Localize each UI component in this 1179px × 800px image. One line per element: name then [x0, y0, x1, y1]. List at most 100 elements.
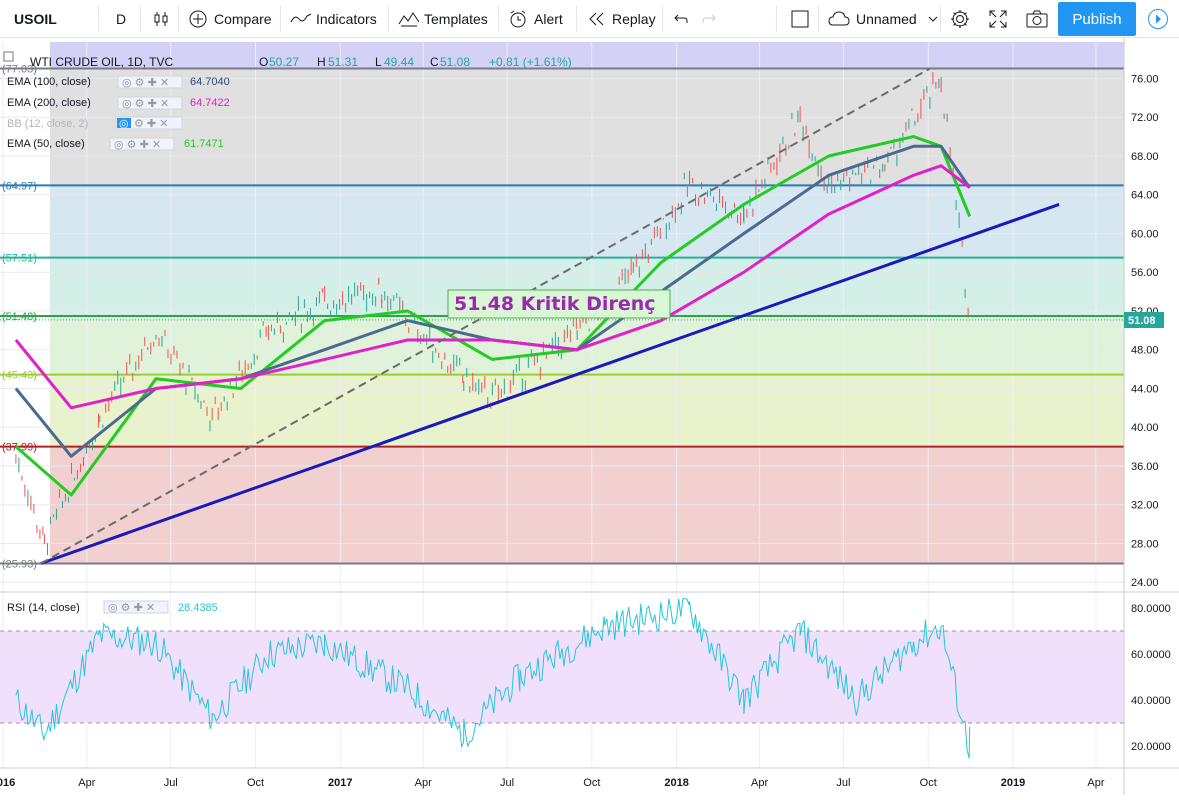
trend-line[interactable]: [40, 202, 1060, 565]
price-axis-label: 32.00: [1131, 500, 1159, 512]
interval-label: D: [116, 11, 127, 27]
svg-text:◎ ⚙ ✚ ✕: ◎ ⚙ ✚ ✕: [122, 77, 169, 89]
time-axis-label: Apr: [751, 777, 768, 789]
legend-header: WTI CRUDE OIL, 1D, TVC O 50.27 H 51.31 L…: [30, 55, 572, 69]
separator: [776, 6, 777, 32]
publish-menu-button[interactable]: [1139, 2, 1177, 36]
legend-low-value: 49.44: [384, 55, 414, 69]
symbol-label: USOIL: [14, 11, 57, 27]
fib-level-label: (77.03): [2, 64, 37, 76]
time-axis-label: 2019: [1001, 777, 1025, 789]
fib-zone: [50, 68, 1124, 186]
top-toolbar: USOIL D Compare Indicators Templates Ale…: [0, 0, 1179, 38]
layout-name-label: Unnamed: [856, 11, 917, 27]
alarm-clock-icon: [510, 10, 526, 28]
annotation-critical-resistance[interactable]: 51.48 Kritik Direnç: [447, 289, 671, 319]
time-axis-label: Apr: [78, 777, 95, 789]
templates-icon: [398, 12, 420, 27]
indicator-label: EMA (200, close): [7, 97, 91, 109]
price-axis-label: 56.00: [1131, 267, 1159, 279]
separator: [98, 6, 99, 32]
compare-label: Compare: [214, 11, 272, 27]
replay-label: Replay: [612, 11, 656, 27]
svg-text:◎ ⚙ ✚ ✕: ◎ ⚙ ✚ ✕: [108, 602, 155, 614]
svg-text:◎: ◎: [119, 118, 129, 130]
indicator-value: 61.7471: [184, 138, 224, 150]
publish-label: Publish: [1072, 10, 1122, 28]
plus-circle-icon: [189, 10, 207, 28]
settings-button[interactable]: [949, 0, 971, 38]
interval-button[interactable]: D: [116, 0, 126, 38]
price-axis-label: 76.00: [1131, 73, 1159, 85]
templates-button[interactable]: Templates: [398, 0, 488, 38]
time-axis-label: Oct: [920, 777, 937, 789]
ema-line: [14, 164, 971, 410]
time-axis-label: Oct: [247, 777, 264, 789]
indicator-controls[interactable]: ◎ ⚙ ✚ ✕: [109, 137, 175, 151]
price-axis-label: 40.00: [1131, 422, 1159, 434]
legend-title: WTI CRUDE OIL, 1D, TVC: [30, 55, 173, 69]
indicator-row-ema100[interactable]: EMA (100, close) ◎ ⚙ ✚ ✕ 64.7040: [7, 75, 230, 89]
gear-icon: [951, 10, 969, 28]
indicators-button[interactable]: Indicators: [290, 0, 377, 38]
price-axis-label: 60.00: [1131, 228, 1159, 240]
separator: [940, 6, 941, 32]
indicator-label: BB (12, close, 2): [7, 118, 88, 130]
rsi-legend[interactable]: RSI (14, close) ◎ ⚙ ✚ ✕ 28.4385: [7, 600, 218, 614]
legend-collapse-box[interactable]: [3, 51, 14, 62]
separator: [388, 6, 389, 32]
symbol-search[interactable]: USOIL: [14, 0, 57, 38]
compare-button[interactable]: Compare: [188, 0, 272, 38]
rewind-icon: [589, 12, 604, 26]
indicator-row-ema50[interactable]: EMA (50, close) ◎ ⚙ ✚ ✕ 61.7471: [7, 137, 224, 151]
current-price-badge: 51.08: [1124, 312, 1164, 328]
svg-text:◎ ⚙ ✚ ✕: ◎ ⚙ ✚ ✕: [114, 139, 161, 151]
indicator-label: EMA (100, close): [7, 76, 91, 88]
fib-level-label: (25.93): [2, 559, 37, 571]
publish-button[interactable]: Publish: [1058, 2, 1136, 36]
fullscreen-button[interactable]: [988, 0, 1008, 38]
separator: [576, 6, 577, 32]
layout-name-button[interactable]: Unnamed: [828, 0, 939, 38]
chart-type-button[interactable]: [152, 0, 170, 38]
square-icon: [791, 10, 809, 28]
fullscreen-layout-button[interactable]: [790, 0, 810, 38]
expand-icon: [989, 10, 1007, 28]
rsi-axis-label: 20.0000: [1131, 741, 1171, 753]
annotation-text: 51.48 Kritik Direnç: [454, 293, 656, 315]
cloud-icon: [828, 11, 850, 26]
undo-icon: [674, 14, 688, 23]
alert-label: Alert: [534, 11, 563, 27]
indicator-value: 64.7040: [190, 76, 230, 88]
indicator-label: EMA (50, close): [7, 138, 85, 150]
rsi-axis-label: 80.0000: [1131, 603, 1171, 615]
indicators-icon: [290, 13, 312, 23]
replay-button[interactable]: Replay: [588, 0, 656, 38]
legend-low-label: L: [375, 55, 382, 69]
legend-change: +0.81 (+1.61%): [489, 55, 572, 69]
ema-line: [14, 135, 972, 497]
redo-button[interactable]: [701, 0, 717, 38]
rsi-band: [0, 631, 1124, 723]
chart-area[interactable]: (77.03) (64.97) (57.51) (51.48) (45.43) (37.9…: [0, 38, 1179, 795]
indicator-controls[interactable]: ◎ ⚙ ✚ ✕: [117, 75, 183, 89]
time-axis-label: Apr: [415, 777, 432, 789]
legend-open-value: 50.27: [269, 55, 299, 69]
rsi-value: 28.4385: [178, 602, 218, 614]
indicator-controls[interactable]: ◎ ⚙ ✚ ✕: [115, 116, 183, 130]
separator: [818, 6, 819, 32]
price-chart[interactable]: (77.03) (64.97) (57.51) (51.48) (45.43) (37.9…: [0, 38, 1179, 795]
time-axis-label: Jul: [164, 777, 178, 789]
templates-label: Templates: [424, 11, 488, 27]
indicator-controls[interactable]: ◎ ⚙ ✚ ✕: [103, 600, 169, 614]
indicator-controls[interactable]: ◎ ⚙ ✚ ✕: [117, 96, 183, 110]
snapshot-button[interactable]: [1026, 0, 1048, 38]
undo-button[interactable]: [673, 0, 689, 38]
alert-button[interactable]: Alert: [508, 0, 563, 38]
indicator-row-bb[interactable]: BB (12, close, 2) ◎ ⚙ ✚ ✕: [7, 116, 183, 130]
price-axis-label: 36.00: [1131, 461, 1159, 473]
separator: [662, 6, 663, 32]
indicator-row-ema200[interactable]: EMA (200, close) ◎ ⚙ ✚ ✕ 64.7422: [7, 96, 230, 110]
price-axis-label: 72.00: [1131, 112, 1159, 124]
fib-level-label: (45.43): [2, 370, 37, 382]
